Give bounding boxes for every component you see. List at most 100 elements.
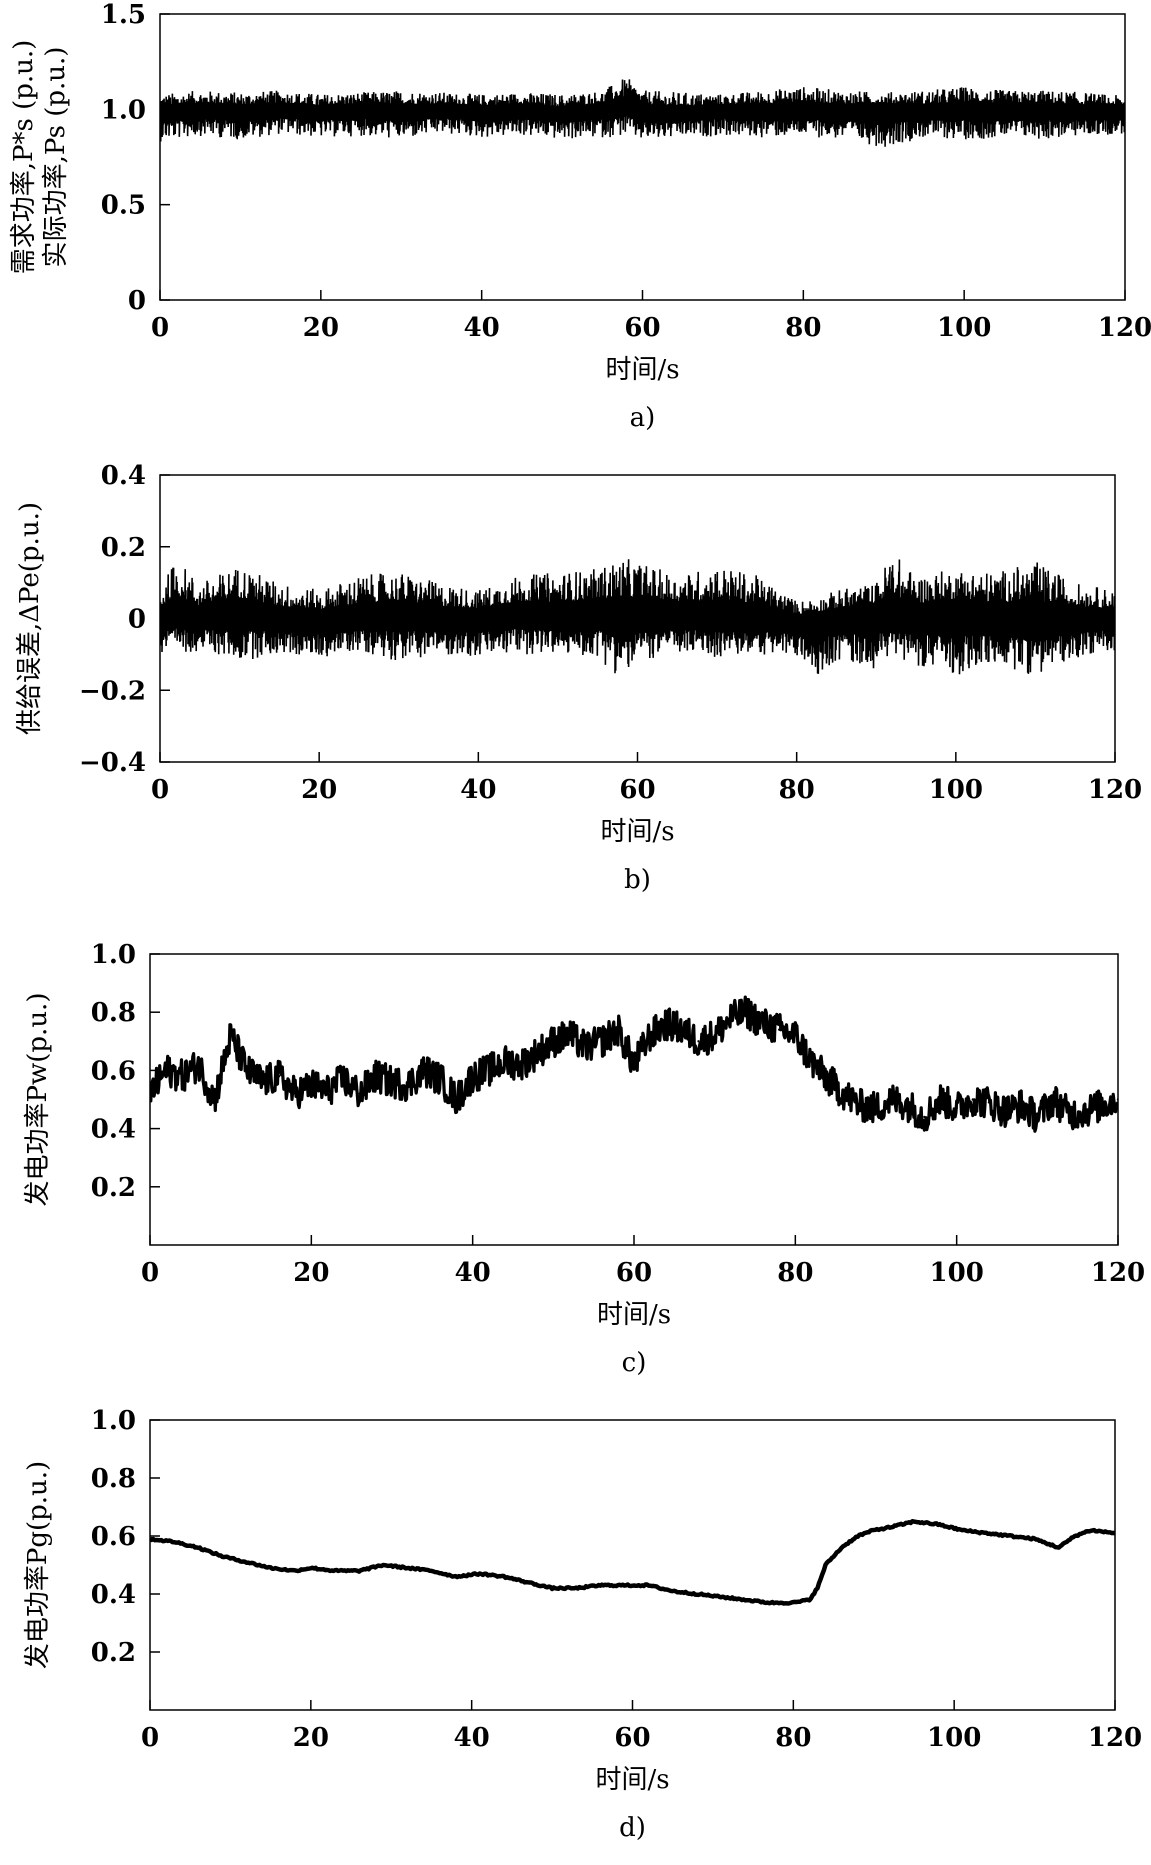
y-axis-label: 发电功率Pw(p.u.)	[23, 993, 53, 1207]
data-point	[819, 617, 822, 620]
data-point	[745, 1011, 749, 1014]
x-tick-label: 20	[293, 1723, 329, 1753]
data-point	[914, 617, 918, 620]
y-tick-label: 0.6	[91, 1056, 136, 1086]
x-tick-label: 60	[619, 775, 655, 805]
data-point	[1008, 1534, 1012, 1538]
data-point	[568, 1034, 571, 1037]
data-point	[971, 1098, 974, 1101]
data-point	[1003, 110, 1006, 113]
plot-frame	[159, 13, 1126, 301]
data-point	[872, 1528, 876, 1532]
y-tick-label: 0.8	[91, 1464, 136, 1494]
data-point	[719, 1595, 723, 1599]
y-tick-label: 0.4	[91, 1580, 136, 1610]
data-point	[755, 617, 759, 620]
series-0-line	[160, 79, 1125, 147]
data-point	[641, 110, 644, 113]
data-point	[600, 1040, 603, 1043]
data-point	[1073, 1534, 1077, 1538]
y-tick-label: 0.5	[101, 191, 146, 221]
data-point	[584, 1045, 587, 1049]
data-point	[840, 1546, 844, 1550]
data-point	[423, 1069, 426, 1072]
data-point	[962, 108, 966, 111]
data-point	[721, 108, 725, 111]
data-point	[665, 1022, 668, 1026]
data-point	[550, 1586, 554, 1590]
data-point	[923, 1115, 926, 1119]
data-point	[359, 108, 363, 111]
x-tick-label: 80	[785, 313, 821, 343]
data-point	[922, 110, 926, 113]
x-tick-label: 120	[1088, 775, 1142, 805]
data-point	[277, 1075, 281, 1078]
data-point	[715, 617, 719, 620]
data-point	[1020, 1104, 1023, 1107]
x-tick-label: 80	[779, 775, 815, 805]
y-axis-label: 发电功率Pg(p.u.)	[23, 1461, 53, 1669]
x-tick-label: 40	[460, 775, 496, 805]
x-tick-label: 120	[1088, 1723, 1142, 1753]
x-tick-label: 60	[624, 313, 660, 343]
x-tick-label: 100	[937, 313, 991, 343]
chart-panel-b: 0 20 40 60 80 100 120 −0.4 −0.2 0 0.2 0.4 时间/s b) 供给误差…	[15, 461, 1142, 895]
data-point	[778, 1028, 781, 1031]
data-point	[888, 1525, 892, 1529]
x-tick-label: 60	[616, 1258, 652, 1288]
data-point	[229, 1034, 232, 1037]
y-tick-label: 0.4	[91, 1115, 136, 1145]
y-tick-label: −0.4	[79, 748, 146, 778]
y-tick-label: 1.0	[91, 940, 136, 970]
data-point	[326, 1089, 329, 1092]
x-tick-label: 60	[614, 1723, 650, 1753]
data-point	[647, 1583, 651, 1587]
data-point	[358, 1092, 361, 1095]
data-point	[807, 1598, 811, 1602]
y-tick-label: 1.5	[101, 0, 146, 30]
panel-label: c)	[622, 1348, 647, 1378]
data-point	[1003, 1109, 1007, 1113]
data-point	[397, 613, 400, 617]
data-point	[220, 1554, 224, 1558]
data-point	[245, 1069, 248, 1072]
x-tick-label: 20	[293, 1258, 329, 1288]
y-tick-label: 0	[128, 286, 146, 316]
data-point	[681, 1028, 684, 1031]
data-point	[238, 613, 241, 617]
data-point	[815, 1586, 819, 1590]
series-group	[160, 559, 1115, 675]
data-point	[319, 110, 323, 113]
data-point	[598, 1583, 602, 1587]
data-point	[164, 1069, 168, 1072]
data-point	[596, 613, 599, 617]
data-point	[1033, 1537, 1037, 1541]
data-point	[519, 1063, 523, 1066]
data-point	[810, 1060, 813, 1063]
series-group	[150, 995, 1118, 1133]
x-tick-label: 120	[1091, 1258, 1145, 1288]
data-point	[520, 108, 524, 111]
plot-frame	[149, 1419, 1116, 1711]
data-point	[293, 1569, 297, 1573]
data-point	[695, 1592, 699, 1596]
data-point	[439, 1077, 442, 1081]
x-tick-label: 0	[151, 313, 169, 343]
data-point	[620, 617, 623, 620]
data-point	[875, 613, 878, 617]
data-point	[487, 1069, 490, 1072]
x-tick-label: 20	[303, 313, 339, 343]
data-point	[767, 1601, 771, 1605]
data-point	[309, 1566, 313, 1570]
data-point	[761, 110, 765, 113]
data-point	[471, 1075, 474, 1078]
data-point	[890, 617, 894, 620]
data-point	[245, 1560, 248, 1564]
series-0-line	[160, 559, 1115, 675]
x-tick-label: 40	[464, 313, 500, 343]
data-point	[502, 1575, 506, 1579]
data-point	[357, 1569, 361, 1573]
x-axis-label: 时间/s	[600, 817, 674, 847]
chart-panel-a: 0 20 40 60 80 100 120 0 0.5 1.0 1.5 时间/s a) 需求功率,P*s …	[9, 0, 1151, 433]
data-point	[199, 108, 202, 111]
